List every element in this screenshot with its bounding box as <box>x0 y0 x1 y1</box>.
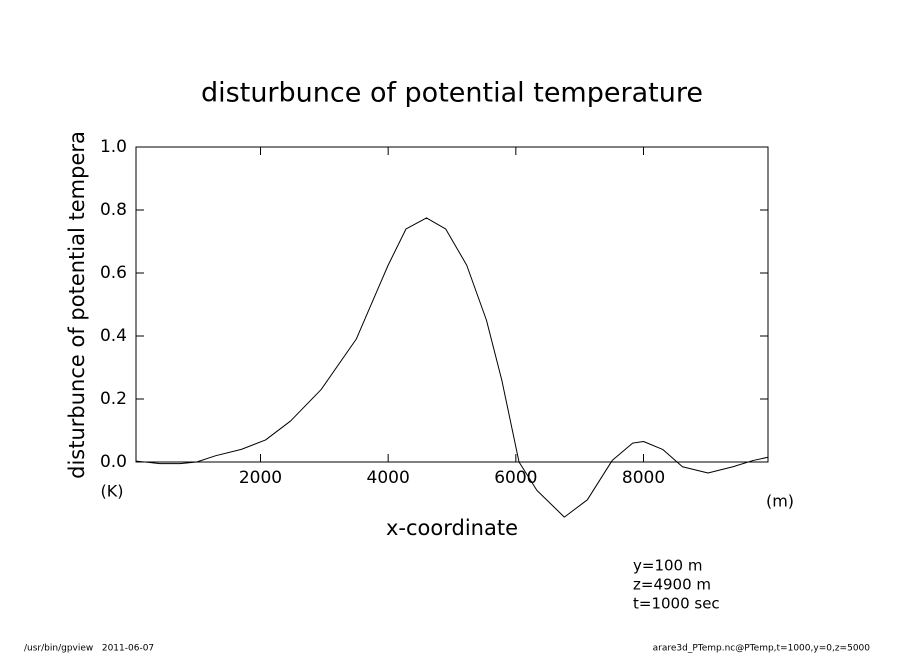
footer-right: arare3d_PTemp.nc@PTemp,t=1000,y=0,z=5000 <box>653 644 871 654</box>
y-tick-label: 0.6 <box>100 263 127 283</box>
line <box>135 217 769 518</box>
x-axis-label: x-coordinate <box>386 516 518 540</box>
y-tick-label: 1.0 <box>100 137 127 157</box>
x-tick-label: 4000 <box>367 468 410 488</box>
chart-title: disturbunce of potential temperature <box>201 78 703 109</box>
plot-frame <box>135 146 769 463</box>
y-axis-label: disturbunce of potential tempera <box>65 131 89 479</box>
y-axis-unit: (K) <box>101 482 124 501</box>
x-axis-unit: (m) <box>766 492 794 511</box>
x-tick-label: 8000 <box>622 468 665 488</box>
y-tick-label: 0.8 <box>100 200 127 220</box>
annotation: z=4900 m <box>633 576 711 594</box>
y-tick-label: 0.4 <box>100 326 127 346</box>
annotation: t=1000 sec <box>633 595 720 613</box>
y-tick-label: 0.2 <box>100 389 127 409</box>
annotation: y=100 m <box>633 557 702 575</box>
footer-left: /usr/bin/gpview 2011-06-07 <box>24 644 154 654</box>
x-tick-label: 6000 <box>494 468 537 488</box>
y-tick-label: 0.0 <box>100 452 127 472</box>
x-tick-label: 2000 <box>239 468 282 488</box>
